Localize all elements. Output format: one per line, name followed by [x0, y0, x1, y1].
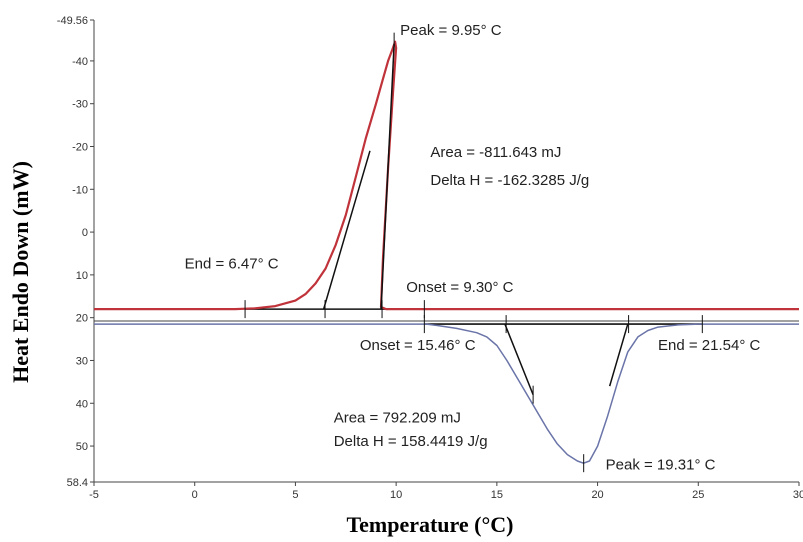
y-tick-label: 50	[76, 441, 88, 453]
y-tick-label: -40	[72, 56, 88, 68]
annotation-label: Peak = 19.31° C	[606, 457, 716, 474]
x-tick-label: 30	[793, 489, 803, 501]
y-axis-title: Heat Endo Down (mW)	[8, 161, 33, 383]
y-tick-label: 20	[76, 313, 88, 325]
x-tick-label: -5	[89, 489, 99, 501]
annotation-label: Peak = 9.95° C	[400, 22, 502, 39]
x-axis-title: Temperature (°C)	[346, 512, 513, 537]
annotations: Peak = 9.95° C Area = -811.643 mJ Delta H …	[185, 22, 761, 473]
annotation-label: Onset = 15.46° C	[360, 337, 476, 354]
y-tick-label: 0	[82, 227, 88, 239]
y-tick-label: 30	[76, 355, 88, 367]
annotation-label: End = 6.47° C	[185, 255, 279, 272]
endotherm-series-line	[94, 323, 799, 464]
baselines	[245, 308, 703, 325]
axes	[90, 19, 800, 486]
tangent-line	[380, 43, 395, 310]
annotation-label: Delta H = 158.4419 J/g	[334, 433, 488, 450]
y-tick-label: 10	[76, 270, 88, 282]
tangent-lines	[322, 43, 629, 395]
annotation-label: Area = -811.643 mJ	[430, 144, 561, 161]
annotation-label: Delta H = -162.3285 J/g	[430, 172, 589, 189]
annotation-label: Area = 792.209 mJ	[334, 410, 461, 427]
y-tick-label: -10	[72, 184, 88, 196]
exotherm-series-line	[94, 40, 799, 311]
y-tick-label: 40	[76, 398, 88, 410]
tangent-line	[322, 150, 371, 310]
y-tick-label: -49.56	[57, 15, 88, 27]
tangent-line	[504, 323, 534, 395]
y-tick-label: 58.4	[67, 477, 88, 489]
y-tick-label: -20	[72, 141, 88, 153]
x-tick-label: 25	[692, 489, 704, 501]
tangent-line	[608, 323, 629, 387]
x-tick-label: 0	[192, 489, 198, 501]
tick-labels: -5 0 5 10 15 20 25 30 -49.56 -40 -30 -20 -10 0 10 20 30 4…	[57, 15, 803, 501]
x-tick-label: 5	[292, 489, 298, 501]
y-tick-label: -30	[72, 99, 88, 111]
markers	[244, 32, 703, 473]
x-tick-label: 10	[390, 489, 402, 501]
annotation-label: Onset = 9.30° C	[406, 279, 513, 296]
x-tick-label: 20	[591, 489, 603, 501]
series-lines	[94, 40, 799, 464]
annotation-label: End = 21.54° C	[658, 337, 760, 354]
x-tick-label: 15	[491, 489, 503, 501]
